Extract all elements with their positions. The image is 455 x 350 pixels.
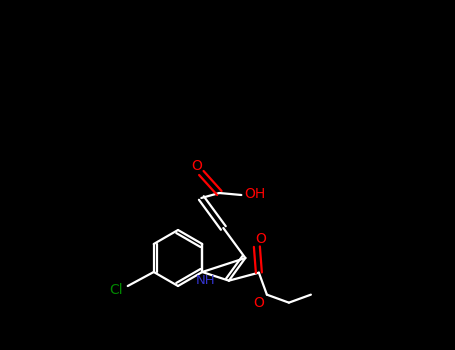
- Text: Cl: Cl: [109, 283, 122, 297]
- Text: OH: OH: [245, 187, 266, 201]
- Text: O: O: [191, 159, 202, 173]
- Text: NH: NH: [196, 273, 215, 287]
- Text: O: O: [253, 296, 264, 310]
- Text: O: O: [255, 232, 266, 246]
